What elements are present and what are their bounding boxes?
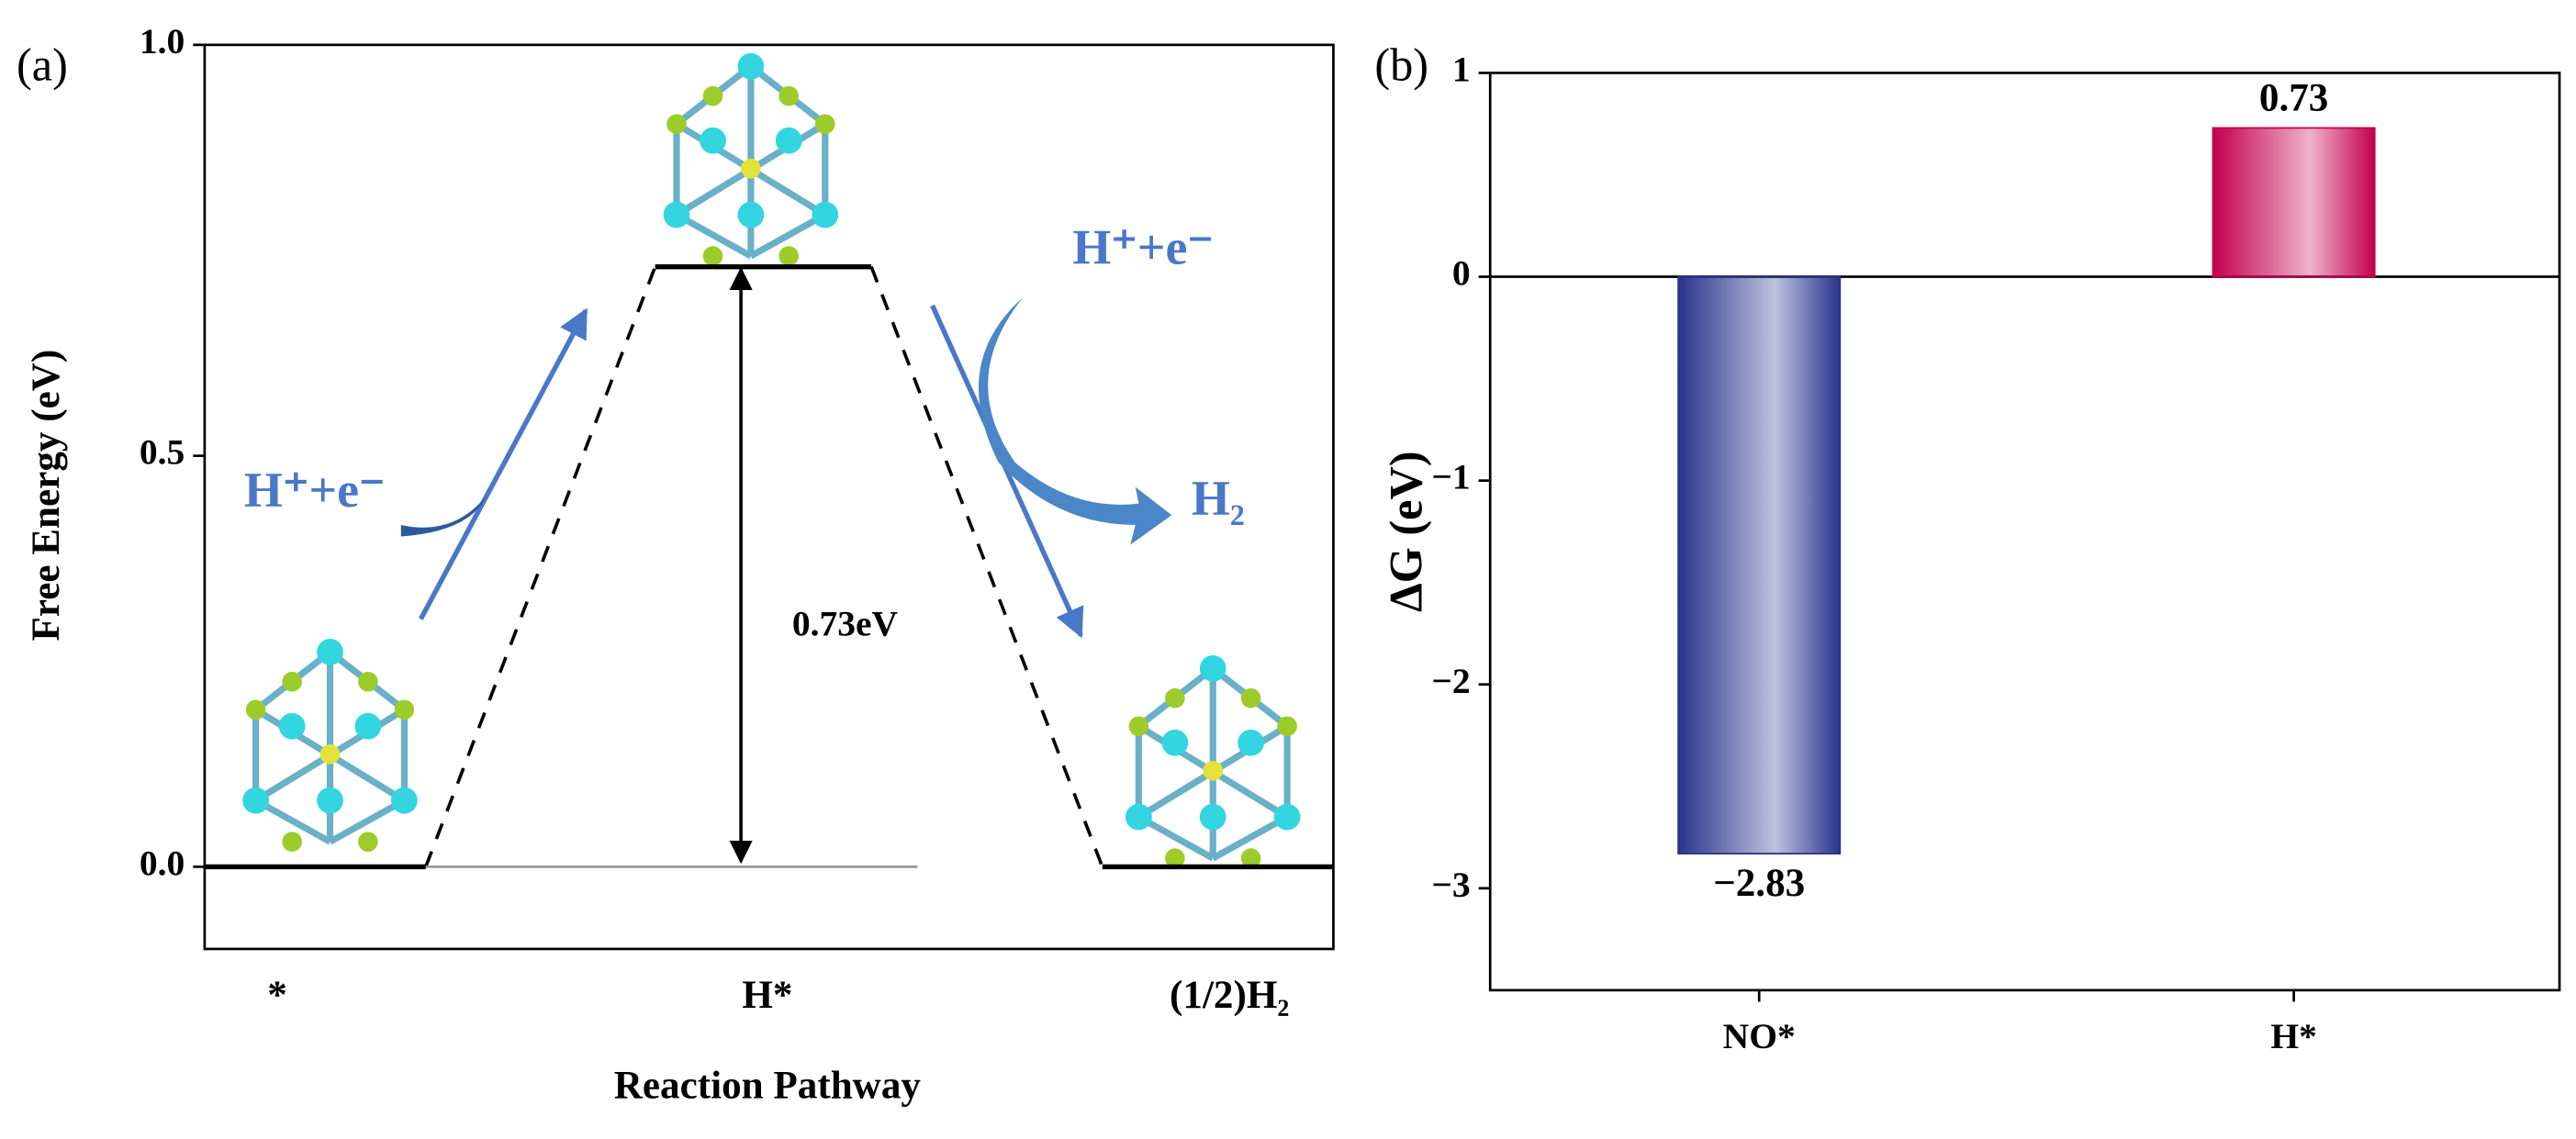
x-tick-label: (1/2)H₂ [1170,974,1289,1017]
y-tick-label: −1 [1431,457,1470,497]
y-axis-label: Free Energy (eV) [25,350,68,642]
x-tick-label: NO* [1723,1016,1796,1056]
y-tick-label: 1 [1452,50,1471,90]
molecule [664,53,839,266]
y-tick-label: 1.0 [140,21,185,61]
x-tick-label: * [267,974,287,1017]
curved-arrow [400,495,487,537]
plot-frame [1488,72,2561,992]
y-tick-label: 0.0 [140,843,185,883]
plot-frame [203,43,1335,951]
y-tick-label: 0.5 [140,432,185,473]
molecule [242,639,418,852]
x-tick-label: H* [2270,1016,2317,1056]
connector [869,266,1104,868]
molecule [1126,655,1301,868]
panel-label: (b) [1374,39,1428,90]
connector [424,266,657,868]
arrow [419,307,588,620]
bar [1677,275,1842,854]
curved-arrow [978,296,1172,545]
y-tick-label: 0 [1452,253,1471,294]
annotation: H₂ [1192,471,1245,526]
panel-label: (a) [17,39,68,90]
bar [2212,127,2376,278]
x-axis-label: Reaction Pathway [614,1065,922,1108]
annotation: 0.73eV [792,603,899,643]
annotation: H⁺+e⁻ [244,463,385,518]
y-tick-label: −2 [1431,661,1470,701]
value-label: 0.73 [2259,77,2328,120]
value-label: −2.83 [1713,862,1805,905]
y-axis-label: ΔG (eV) [1380,451,1431,611]
y-tick-label: −3 [1431,865,1470,905]
annotation: H⁺+e⁻ [1072,220,1213,275]
x-tick-label: H* [742,974,792,1017]
